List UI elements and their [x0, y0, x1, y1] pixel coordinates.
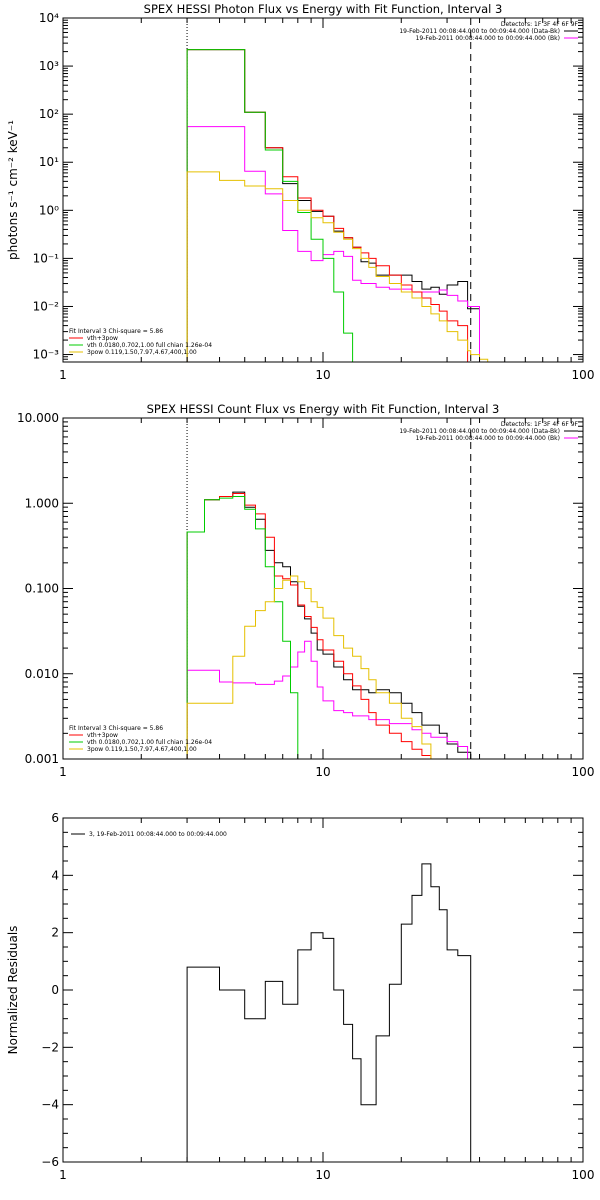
- svg-text:Fit Interval 3 Chi-square =: Fit Interval 3 Chi-square = 5.86: [69, 328, 163, 335]
- x-tick-label: 1: [59, 765, 67, 779]
- x-axis-ticks: [62, 818, 572, 1162]
- series-3pow: [186, 575, 440, 759]
- y-tick-label: 4: [51, 868, 59, 882]
- y-tick-label: 10⁰: [39, 203, 59, 217]
- y-tick-label: 10⁻³: [33, 348, 60, 362]
- y-tick-label: 0.001: [25, 752, 59, 766]
- series-vth: [186, 496, 299, 759]
- svg-text:19-Feb-2011 00:08:44.000 to 00: 19-Feb-2011 00:08:44.000 to 00:09:44.000…: [399, 28, 560, 35]
- y-axis-label: Normalized Residuals: [6, 926, 20, 1055]
- chart-panel-2: SPEX HESSI Count Flux vs Energy with Fit…: [17, 402, 594, 779]
- series-3pow: [186, 171, 489, 362]
- y-tick-label: −2: [41, 1040, 59, 1054]
- chart-title: SPEX HESSI Photon Flux vs Energy with Fi…: [144, 2, 503, 16]
- y-axis-ticks: [63, 421, 583, 760]
- x-tick-label: 100: [572, 1168, 595, 1182]
- y-tick-label: 6: [51, 811, 59, 825]
- svg-text:Detectors: 1F 3F 4F 6F 9F: Detectors: 1F 3F 4F 6F 9F: [501, 21, 579, 28]
- y-axis-ticks: [63, 817, 583, 1163]
- series-bk: [186, 126, 480, 362]
- svg-text:vth+3pow: vth+3pow: [87, 732, 118, 739]
- y-tick-label: 0.100: [25, 582, 59, 596]
- series-vth-3pow: [186, 49, 469, 362]
- series-vth: [186, 49, 354, 362]
- chart-panel-1: SPEX HESSI Photon Flux vs Energy with Fi…: [6, 2, 594, 382]
- plot-frame: [62, 817, 584, 1163]
- x-axis-ticks: [62, 18, 572, 362]
- y-tick-label: 1.000: [25, 496, 59, 510]
- x-tick-label: 10: [315, 1168, 330, 1182]
- plot-frame: [62, 417, 584, 760]
- y-tick-label: 10.000: [17, 411, 59, 425]
- y-tick-label: 0: [51, 983, 59, 997]
- y-tick-label: −4: [41, 1098, 59, 1112]
- y-tick-label: 2: [51, 926, 59, 940]
- y-tick-label: 0.010: [25, 667, 59, 681]
- y-tick-label: 10⁻¹: [33, 251, 60, 265]
- y-tick-label: 10⁻²: [33, 299, 60, 313]
- y-tick-label: 10²: [39, 107, 59, 121]
- svg-text:vth 0.0180,0.702,1.00 full ch: vth 0.0180,0.702,1.00 full chian 1.26e-0…: [87, 342, 212, 349]
- legend-top-left: 3, 19-Feb-2011 00:08:44.000 to 00:09:44.…: [71, 831, 227, 838]
- x-tick-label: 100: [572, 765, 595, 779]
- y-axis-ticks: [63, 19, 583, 363]
- y-tick-label: −6: [41, 1155, 59, 1169]
- svg-text:3, 19-Feb-2011 00:08:44.000 to: 3, 19-Feb-2011 00:08:44.000 to 00:09:44.…: [89, 831, 227, 838]
- series-data-bk: [186, 491, 472, 759]
- y-tick-label: 10³: [39, 59, 59, 73]
- svg-text:Fit Interval 3 Chi-square =: Fit Interval 3 Chi-square = 5.86: [69, 725, 163, 732]
- legend-bottom-left: Fit Interval 3 Chi-square = 5.86vth+3pow…: [69, 725, 212, 753]
- chart-panel-3: Normalized Residuals 1 10 100 −6 −4 −2 0 2 4 6 3, 1…: [6, 811, 594, 1182]
- chart-title: SPEX HESSI Count Flux vs Energy with Fit…: [147, 402, 500, 416]
- series-3-19-feb-2011-00-08-44-000-to-00-09-44-000: [186, 863, 472, 1162]
- x-tick-label: 1: [59, 368, 67, 382]
- y-tick-label: 10¹: [39, 155, 59, 169]
- svg-text:Detectors: 1F 3F 4F 6F 9F: Detectors: 1F 3F 4F 6F 9F: [501, 421, 579, 428]
- x-tick-label: 1: [59, 1168, 67, 1182]
- svg-text:3pow 0.119,1.50,7.97,4.67,400,: 3pow 0.119,1.50,7.97,4.67,400,1.00: [87, 349, 197, 356]
- x-tick-label: 10: [315, 765, 330, 779]
- svg-text:19-Feb-2011 00:08:44.000 to 00: 19-Feb-2011 00:08:44.000 to 00:09:44.000…: [416, 35, 560, 42]
- x-axis-ticks: [62, 418, 572, 759]
- series-data-bk: [186, 49, 480, 362]
- x-tick-label: 10: [315, 368, 330, 382]
- svg-text:vth+3pow: vth+3pow: [87, 335, 118, 342]
- svg-text:vth 0.0180,0.702,1.00 full ch: vth 0.0180,0.702,1.00 full chian 1.26e-0…: [87, 739, 212, 746]
- svg-text:3pow 0.119,1.50,7.97,4.67,400,: 3pow 0.119,1.50,7.97,4.67,400,1.00: [87, 746, 197, 753]
- y-axis-label: photons s⁻¹ cm⁻² keV⁻¹: [6, 120, 20, 260]
- svg-text:19-Feb-2011 00:08:44.000 to 00: 19-Feb-2011 00:08:44.000 to 00:09:44.000…: [416, 435, 560, 442]
- plot-frame: [62, 17, 584, 363]
- svg-text:19-Feb-2011 00:08:44.000 to 00: 19-Feb-2011 00:08:44.000 to 00:09:44.000…: [399, 428, 560, 435]
- legend-bottom-left: Fit Interval 3 Chi-square = 5.86vth+3pow…: [69, 328, 212, 356]
- series-bk: [186, 640, 472, 759]
- x-tick-label: 100: [572, 368, 595, 382]
- y-tick-label: 10⁴: [39, 11, 59, 25]
